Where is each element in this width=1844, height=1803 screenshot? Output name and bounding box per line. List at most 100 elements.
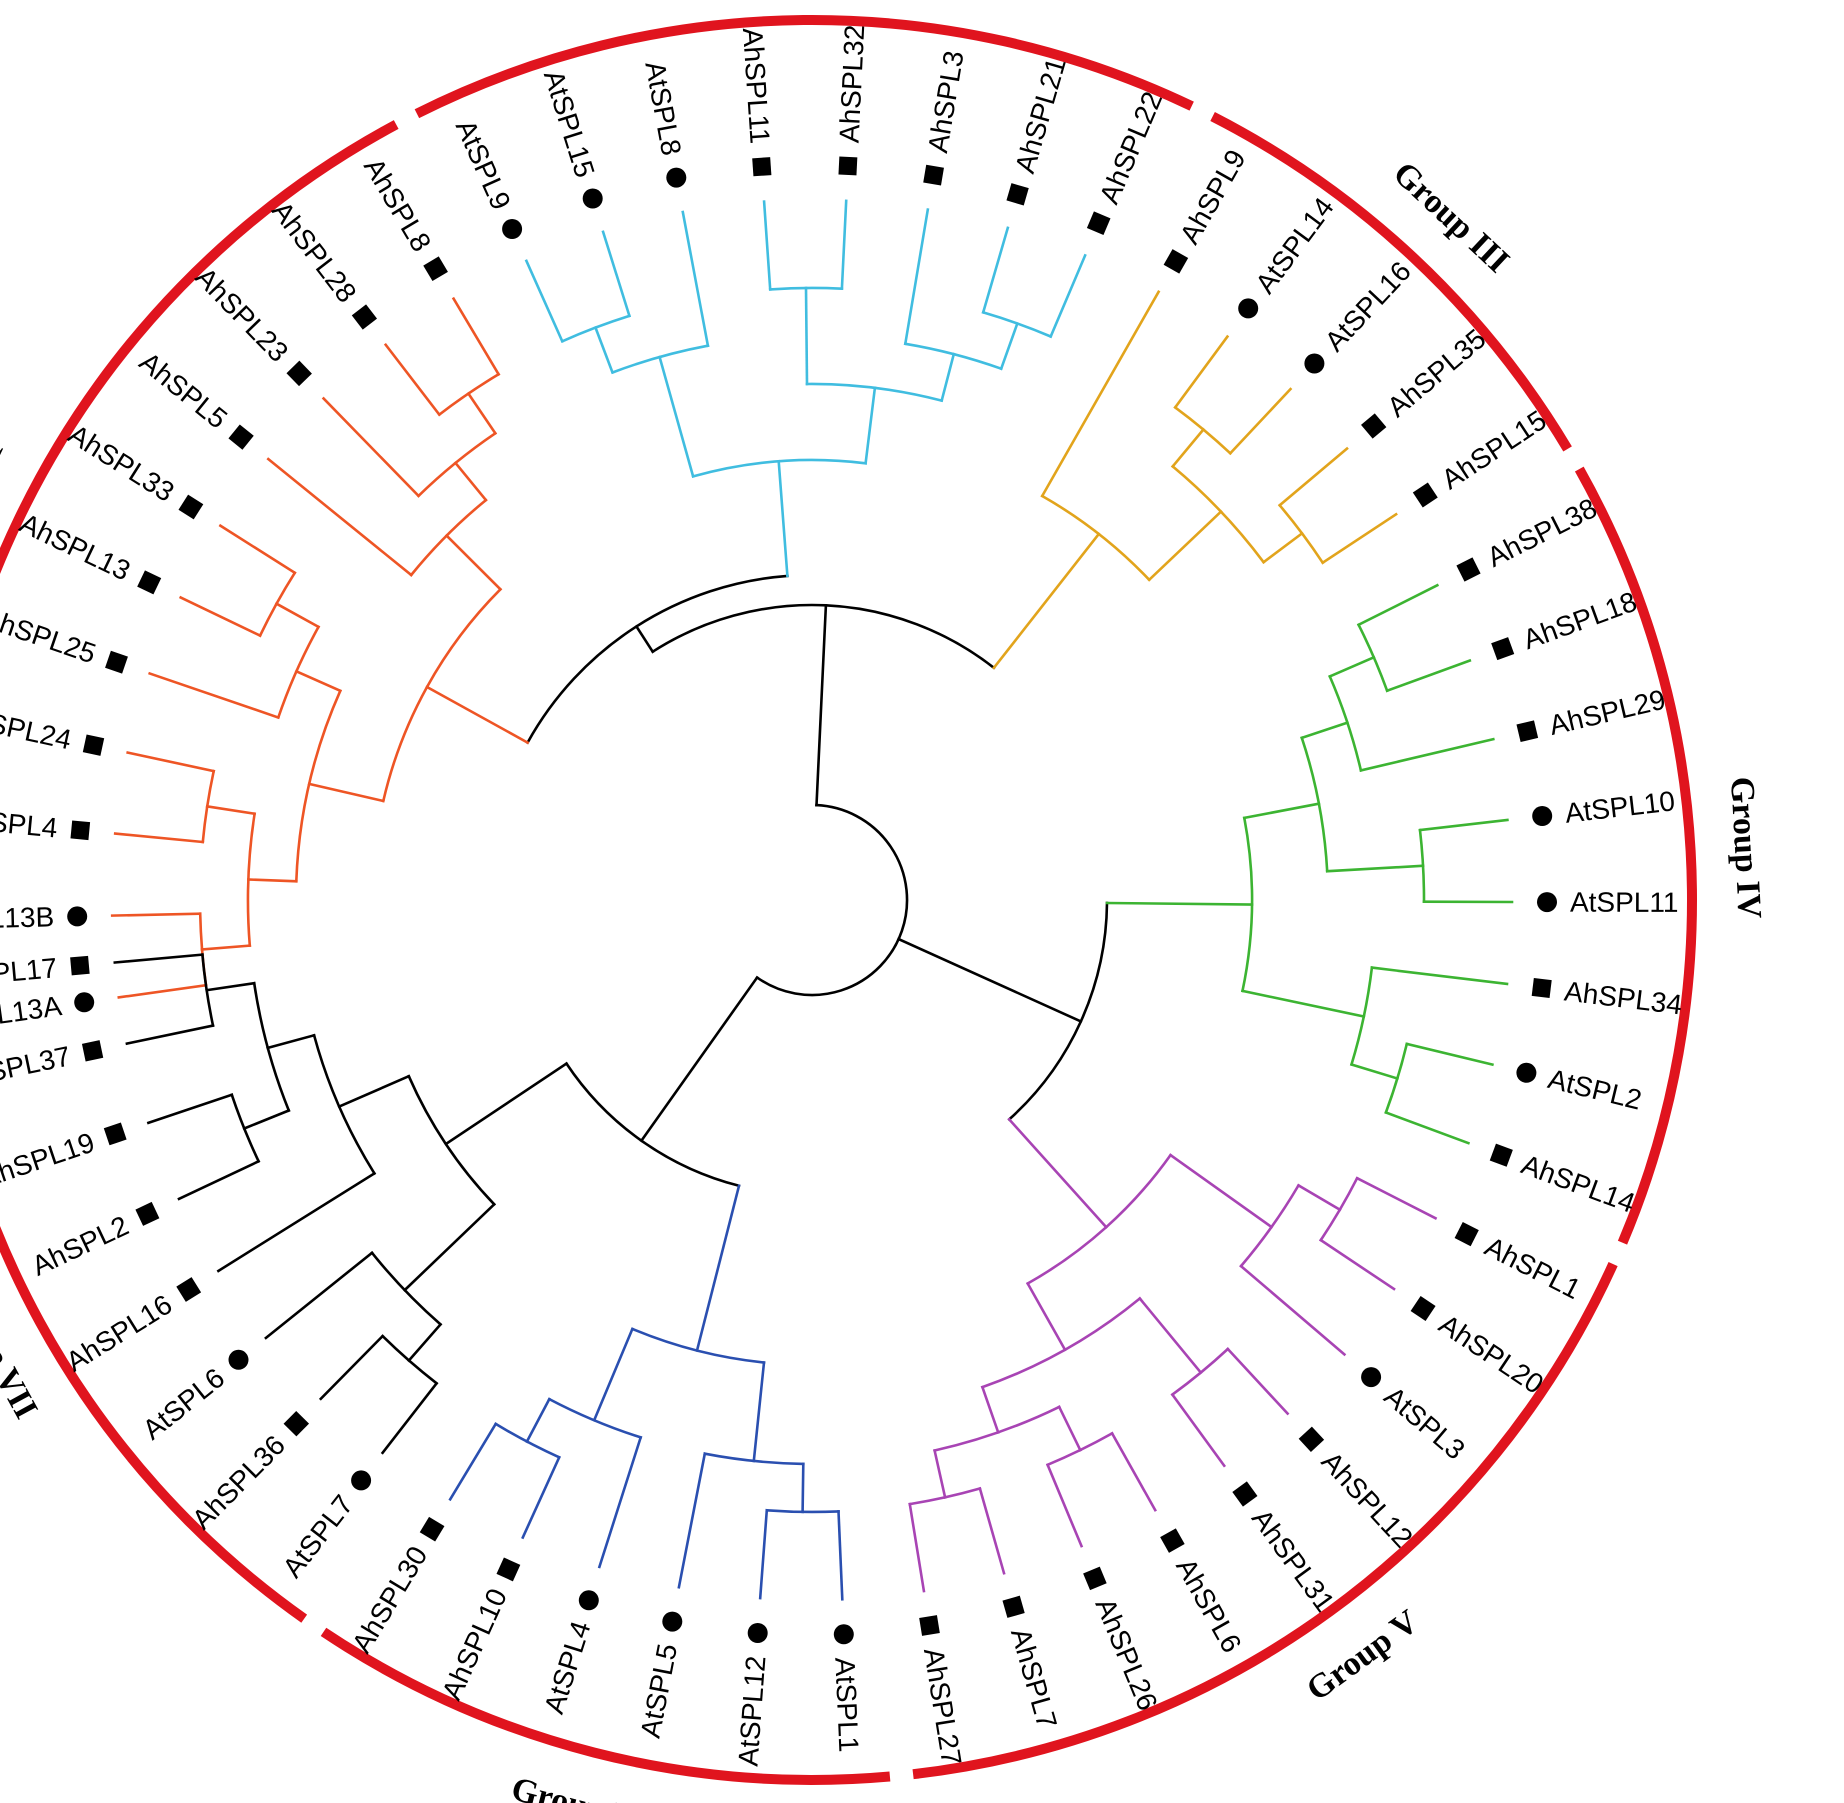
leaf-label: AhSPL24 xyxy=(0,700,74,755)
tree-branch xyxy=(113,832,205,844)
tree-branch xyxy=(126,751,216,773)
circle-marker-icon xyxy=(747,1623,768,1643)
leaf-label: AhSPL4 xyxy=(0,803,59,844)
tree-branch xyxy=(592,1327,635,1422)
tree-branch xyxy=(758,1508,769,1600)
circle-marker-icon xyxy=(502,219,523,239)
square-marker-icon xyxy=(1002,1595,1025,1618)
tree-branch xyxy=(1170,1392,1227,1468)
square-marker-icon xyxy=(81,1040,104,1062)
tree-branch xyxy=(1137,1296,1203,1375)
square-marker-icon xyxy=(1410,1296,1436,1321)
leaf-label: AtSPL9 xyxy=(450,115,517,214)
square-marker-icon xyxy=(419,1516,445,1542)
leaf-label: AhSPL27 xyxy=(918,1646,968,1768)
square-marker-icon xyxy=(1006,183,1029,206)
tree-arc xyxy=(650,603,996,670)
leaf-label: AhSPL21 xyxy=(1009,54,1072,176)
tree-arc xyxy=(525,574,789,745)
tree-arc xyxy=(1356,623,1389,693)
tree-branch xyxy=(804,286,809,386)
tree-arc xyxy=(493,1422,561,1460)
circle-marker-icon xyxy=(666,167,687,188)
tree-branch xyxy=(307,782,385,803)
square-marker-icon xyxy=(919,1615,940,1636)
tree-branch xyxy=(216,1171,377,1273)
tree-arc xyxy=(258,571,297,638)
tree-branch xyxy=(1261,531,1304,565)
tree-arc xyxy=(564,1061,741,1188)
tree-branch xyxy=(451,296,501,377)
square-marker-icon xyxy=(105,650,128,674)
tree-branch xyxy=(247,878,298,883)
leaf-label: AhSPL9 xyxy=(1174,144,1252,249)
leaf-label: AhSPL26 xyxy=(1089,1594,1163,1715)
leaf-label: AtSPL15 xyxy=(538,66,601,181)
leaf-label: AhSPL5 xyxy=(134,346,233,435)
tree-branch xyxy=(146,1093,234,1125)
circle-marker-icon xyxy=(578,1590,599,1611)
circle-marker-icon xyxy=(228,1349,249,1370)
circle-marker-icon xyxy=(1532,806,1553,826)
tree-arc xyxy=(805,382,944,403)
tree-branch xyxy=(425,685,530,745)
tree-branch xyxy=(815,603,828,807)
tree-arc xyxy=(1318,1176,1359,1242)
square-marker-icon xyxy=(103,1122,127,1146)
tree-branch xyxy=(1228,387,1293,456)
tree-arc xyxy=(409,498,488,577)
circle-marker-icon xyxy=(351,1470,372,1491)
tree-arc xyxy=(1007,901,1109,1122)
leaf-label: AhSPL20 xyxy=(1434,1308,1550,1400)
leaf-label: AhSPL31 xyxy=(1246,1503,1341,1617)
square-marker-icon xyxy=(137,570,162,595)
group-label: Group VI xyxy=(508,1771,654,1803)
tree-branch xyxy=(1418,818,1509,832)
tree-arc xyxy=(1173,405,1233,456)
tree-branch xyxy=(695,1184,741,1353)
leaf-label: AtSPL14 xyxy=(1249,192,1340,299)
circle-marker-icon xyxy=(833,1624,854,1645)
square-marker-icon xyxy=(135,1201,160,1226)
circle-marker-icon xyxy=(582,188,603,209)
tree-branch xyxy=(1277,446,1349,508)
tree-arc xyxy=(1277,503,1325,565)
tree-branch xyxy=(777,459,789,578)
tree-branch xyxy=(908,1502,926,1593)
tree-branch xyxy=(762,200,772,291)
leaf-label: AhSPL17 xyxy=(0,952,58,993)
group-band xyxy=(0,120,399,575)
circle-marker-icon xyxy=(662,1611,683,1632)
square-marker-icon xyxy=(752,157,772,177)
group-label: Group IV xyxy=(1723,776,1768,920)
tree-branch xyxy=(1168,1153,1274,1229)
square-marker-icon xyxy=(1516,720,1539,743)
tree-branch xyxy=(1300,721,1350,740)
tree-arc xyxy=(981,310,1053,339)
leaf-label: AhSPL18 xyxy=(1519,586,1641,656)
tree-branch xyxy=(218,523,297,575)
tree-branch xyxy=(1105,901,1254,906)
group-band xyxy=(320,1627,891,1785)
tree-arc xyxy=(407,1074,497,1207)
leaf-label: AhSPL23 xyxy=(190,261,295,367)
tree-arc xyxy=(691,458,868,479)
tree-branch xyxy=(242,1108,291,1131)
leaf-label: AhSPL37 xyxy=(0,1040,73,1095)
tree-branch xyxy=(978,1486,1006,1575)
circle-marker-icon xyxy=(1238,298,1259,319)
tree-branch xyxy=(524,259,565,344)
square-marker-icon xyxy=(496,1557,521,1582)
tree-branch xyxy=(110,912,202,917)
square-marker-icon xyxy=(1489,1143,1513,1167)
tree-arc xyxy=(980,1296,1142,1389)
tree-arc xyxy=(630,1327,766,1364)
circle-marker-icon xyxy=(1516,1062,1537,1083)
group-band xyxy=(1574,466,1697,1245)
tree-branch xyxy=(318,1334,385,1401)
tree-branch xyxy=(205,804,257,816)
leaf-label: AhSPL19 xyxy=(0,1127,98,1194)
leaf-markers xyxy=(67,156,1557,1645)
square-marker-icon xyxy=(1454,1221,1479,1247)
leaf-label: AhSPL10 xyxy=(436,1584,513,1705)
